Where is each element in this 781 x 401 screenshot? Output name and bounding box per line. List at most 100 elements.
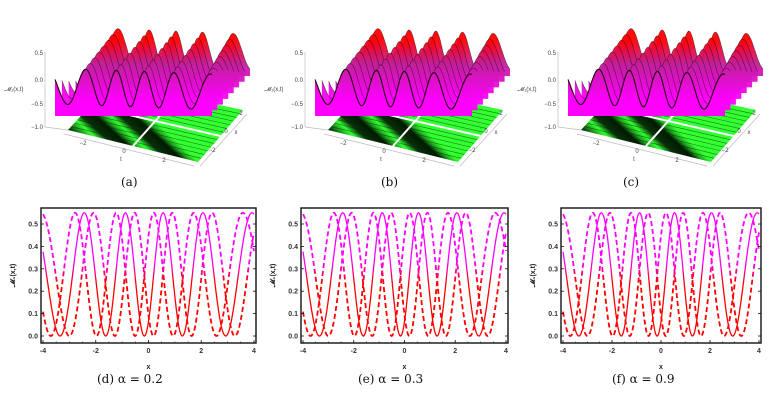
x-axis-label: x bbox=[147, 364, 151, 371]
surface-plot-c: 0.5 0.0 −0.5 −1.0 𝓜₁(x,t) −2 0 2 t 2 0 −2 x (c) bbox=[517, 0, 780, 200]
line-svg-f: -4 -2 0 2 4 0.0 0.1 0.2 0.3 0.4 0.5 x 𝓜₁(x,t) bbox=[529, 207, 762, 371]
x-tick-label: -4 bbox=[300, 348, 306, 355]
x-tick-label: 2 bbox=[239, 111, 243, 117]
y-axis-label: 𝓜₁(x,t) bbox=[269, 264, 277, 289]
x-axis-label: x bbox=[495, 130, 498, 136]
z-axis-label: 𝓜₁(x,t) bbox=[517, 86, 536, 93]
series-solid bbox=[302, 212, 507, 337]
x-tick-label: 0 bbox=[224, 129, 228, 135]
y-tick-label: 0.4 bbox=[28, 244, 38, 251]
z-tick-label: 0.0 bbox=[35, 78, 44, 84]
curves-group bbox=[42, 211, 255, 337]
x-axis-label: x bbox=[235, 130, 238, 136]
y-tick-label: 0.2 bbox=[288, 289, 298, 296]
y-tick-label: 0.4 bbox=[288, 244, 298, 251]
x-tick-label: −2 bbox=[722, 148, 730, 154]
x-axis-label: x bbox=[403, 364, 407, 371]
surface-svg-a: 0.5 0.0 −0.5 −1.0 𝓜₁(x,t) −2 0 2 t 2 0 −2 x bbox=[4, 28, 251, 167]
x-tick-label: −2 bbox=[209, 148, 217, 154]
x-axis-line bbox=[712, 113, 761, 167]
y-tick-label: 0.1 bbox=[28, 311, 38, 318]
surface-svg-c: 0.5 0.0 −0.5 −1.0 𝓜₁(x,t) −2 0 2 t 2 0 −2 x bbox=[517, 28, 764, 167]
x-tick-label: 4 bbox=[757, 348, 761, 355]
z-tick-label: −0.5 bbox=[291, 102, 304, 108]
t-axis-line bbox=[323, 133, 455, 167]
caption-d: (d) α = 0.2 bbox=[97, 372, 163, 386]
y-tick-label: 0.5 bbox=[28, 222, 38, 229]
t-axis-label: t bbox=[380, 157, 382, 163]
y-tick-label: 0.3 bbox=[288, 266, 298, 273]
surface-svg-b: 0.5 0.0 −0.5 −1.0 𝓜₁(x,t) −2 0 2 t 2 0 −2 x bbox=[264, 28, 511, 167]
y-tick-label: 0.2 bbox=[28, 289, 38, 296]
t-tick-label: 2 bbox=[675, 158, 679, 164]
t-tick-label: 0 bbox=[382, 149, 386, 155]
series-dashed-1 bbox=[562, 211, 760, 337]
x-tick-label: -4 bbox=[40, 348, 46, 355]
y-tick-label: 0.0 bbox=[28, 334, 38, 341]
y-tick-label: 0.2 bbox=[548, 289, 558, 296]
t-axis-line bbox=[576, 133, 708, 167]
surface-ridge-line bbox=[314, 68, 473, 110]
y-axis-label: 𝓜₁(x,t) bbox=[9, 264, 17, 289]
caption-e: (e) α = 0.3 bbox=[358, 372, 424, 386]
t-tick-label: −2 bbox=[80, 141, 88, 147]
x-tick-label: 4 bbox=[252, 348, 256, 355]
x-tick-label: -2 bbox=[609, 348, 615, 355]
x-tick-label: -4 bbox=[560, 348, 566, 355]
surface-ridge-line bbox=[567, 68, 726, 110]
series-dashed-1 bbox=[42, 211, 255, 337]
t-axis-label: t bbox=[633, 157, 635, 163]
caption-b: (b) bbox=[381, 175, 399, 189]
series-dashed-2 bbox=[562, 211, 760, 337]
x-tick-label: 2 bbox=[752, 111, 756, 117]
t-axis-label: t bbox=[120, 157, 122, 163]
x-axis-label: x bbox=[748, 130, 751, 136]
y-tick-label: 0.0 bbox=[548, 334, 558, 341]
y-tick-label: 0.4 bbox=[548, 244, 558, 251]
z-tick-label: 0.0 bbox=[295, 78, 304, 84]
z-axis-label: 𝓜₁(x,t) bbox=[264, 86, 283, 93]
x-tick-label: 0 bbox=[403, 348, 407, 355]
x-tick-label: 4 bbox=[504, 348, 508, 355]
t-tick-label: −2 bbox=[340, 141, 348, 147]
line-plot-d: -4 -2 0 2 4 0.0 0.1 0.2 0.3 0.4 0.5 x 𝓜₁(x,t) (d) α … bbox=[0, 200, 260, 401]
t-tick-label: 2 bbox=[422, 158, 426, 164]
line-plot-f: -4 -2 0 2 4 0.0 0.1 0.2 0.3 0.4 0.5 x 𝓜₁(x,t) (f) α … bbox=[520, 200, 780, 401]
y-tick-label: 0.1 bbox=[548, 311, 558, 318]
curves-group bbox=[302, 211, 507, 337]
axis-edge bbox=[44, 126, 69, 131]
t-tick-label: −2 bbox=[593, 141, 601, 147]
x-tick-label: -2 bbox=[93, 348, 99, 355]
x-tick-label: 2 bbox=[199, 348, 203, 355]
caption-f: (f) α = 0.9 bbox=[612, 372, 675, 386]
x-tick-label: 2 bbox=[453, 348, 457, 355]
x-tick-label: 2 bbox=[499, 111, 503, 117]
surface-plot-b: 0.5 0.0 −0.5 −1.0 𝓜₁(x,t) −2 0 2 t 2 0 −2 x (b) bbox=[260, 0, 520, 200]
surface-slice bbox=[315, 69, 472, 116]
line-plot-e: -4 -2 0 2 4 0.0 0.1 0.2 0.3 0.4 0.5 x 𝓜₁(x,t) (e) α … bbox=[260, 200, 520, 401]
x-tick-label: -2 bbox=[351, 348, 357, 355]
line-svg-e: -4 -2 0 2 4 0.0 0.1 0.2 0.3 0.4 0.5 x 𝓜₁(x,t) bbox=[269, 207, 509, 371]
z-tick-label: 0.0 bbox=[548, 78, 557, 84]
z-tick-label: 0.5 bbox=[295, 51, 304, 57]
x-tick-label: 0 bbox=[484, 129, 488, 135]
t-axis-line bbox=[63, 133, 195, 167]
t-tick-label: 0 bbox=[122, 149, 126, 155]
surface-plot-a: 0.5 0.0 −0.5 −1.0 𝓜₁(x,t) −2 0 2 t 2 0 −2 x (a) bbox=[0, 0, 260, 200]
surface-slice bbox=[55, 69, 212, 116]
t-tick-label: 2 bbox=[162, 158, 166, 164]
surface-slice bbox=[568, 69, 725, 116]
x-tick-label: 2 bbox=[708, 348, 712, 355]
z-tick-label: −1.0 bbox=[31, 125, 44, 131]
y-tick-label: 0.5 bbox=[548, 222, 558, 229]
t-tick-label: 0 bbox=[635, 149, 639, 155]
y-tick-label: 0.1 bbox=[288, 311, 298, 318]
surface-ridge-line bbox=[54, 68, 213, 110]
y-tick-label: 0.0 bbox=[288, 334, 298, 341]
caption-c: (c) bbox=[623, 175, 640, 189]
z-tick-label: −1.0 bbox=[291, 125, 304, 131]
y-axis-label: 𝓜₁(x,t) bbox=[529, 264, 537, 289]
x-tick-label: 0 bbox=[659, 348, 663, 355]
z-axis-label: 𝓜₁(x,t) bbox=[4, 86, 23, 93]
series-solid bbox=[42, 212, 255, 337]
